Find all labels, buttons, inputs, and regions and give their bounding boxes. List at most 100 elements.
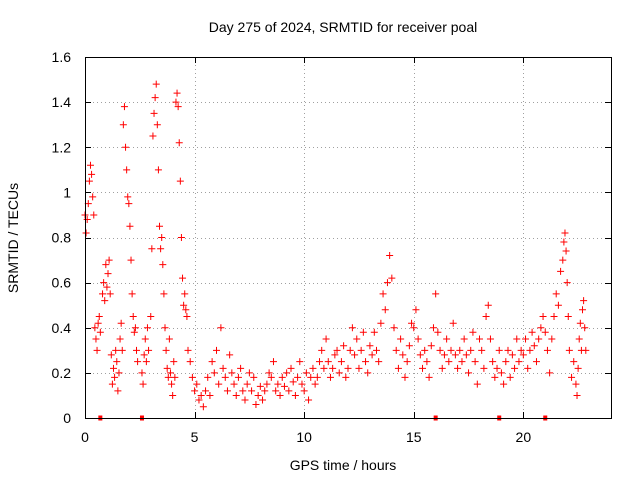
data-point-marker xyxy=(168,380,176,388)
data-point-marker xyxy=(401,373,409,381)
data-point-marker xyxy=(115,369,123,377)
data-point-marker xyxy=(183,312,191,320)
data-point-marker xyxy=(560,238,568,246)
x-tick-label: 10 xyxy=(296,429,312,445)
data-point-marker xyxy=(199,403,207,411)
data-point-marker xyxy=(152,80,160,88)
data-point-marker xyxy=(140,351,148,359)
data-point-marker xyxy=(541,328,549,336)
data-point-marker xyxy=(160,290,168,298)
data-point-marker xyxy=(166,369,174,377)
data-point-marker xyxy=(173,89,181,97)
data-point-marker xyxy=(324,358,332,366)
data-point-marker xyxy=(96,328,104,336)
data-point-marker xyxy=(116,335,124,343)
data-point-marker xyxy=(223,387,231,395)
data-point-marker xyxy=(215,380,223,388)
data-point-marker xyxy=(506,373,514,381)
chart-title: Day 275 of 2024, SRMTID for receiver poa… xyxy=(209,19,477,35)
data-point-marker xyxy=(267,373,275,381)
x-tick-label: 15 xyxy=(406,429,422,445)
data-point-marker xyxy=(581,324,589,332)
data-point-marker xyxy=(458,358,466,366)
data-point-marker xyxy=(429,324,437,332)
data-point-marker xyxy=(149,132,157,140)
data-point-marker xyxy=(161,324,169,332)
data-point-marker xyxy=(421,346,429,354)
data-point-marker xyxy=(289,378,297,386)
data-point-marker xyxy=(576,319,584,327)
data-point-marker xyxy=(322,335,330,343)
data-point-marker xyxy=(148,245,156,253)
x-axis-label: GPS time / hours xyxy=(290,457,397,473)
data-point-marker xyxy=(375,358,383,366)
data-point-marker xyxy=(243,380,251,388)
data-point-marker xyxy=(254,391,262,399)
data-point-marker xyxy=(550,312,558,320)
data-point-marker xyxy=(177,234,185,241)
data-point-marker xyxy=(114,387,122,395)
data-point-marker xyxy=(89,193,97,201)
y-tick-label: 0 xyxy=(63,410,71,426)
data-point-marker xyxy=(359,328,367,336)
data-point-marker xyxy=(561,229,569,237)
data-point-marker xyxy=(381,306,389,314)
data-point-marker xyxy=(85,177,93,185)
data-point-marker xyxy=(109,364,117,372)
y-tick-label: 1.6 xyxy=(52,49,72,65)
data-point-marker xyxy=(309,364,317,372)
data-point-marker xyxy=(478,346,486,354)
data-point-marker xyxy=(245,369,253,377)
data-point-marker xyxy=(316,358,324,366)
data-point-marker xyxy=(432,290,440,298)
data-point-marker xyxy=(495,346,503,354)
data-point-marker xyxy=(118,346,126,354)
data-point-marker xyxy=(143,324,151,332)
data-point-marker xyxy=(394,364,402,372)
data-point-marker xyxy=(147,312,155,320)
data-point-marker xyxy=(397,335,405,343)
data-point-marker xyxy=(221,373,229,381)
data-point-marker xyxy=(99,290,107,298)
data-point-marker xyxy=(390,324,398,332)
y-tick-label: 0.6 xyxy=(52,275,72,291)
data-point-marker xyxy=(162,346,170,354)
data-point-marker xyxy=(403,358,411,366)
data-point-marker xyxy=(348,324,356,332)
data-point-marker xyxy=(113,358,121,366)
data-point-marker xyxy=(100,279,108,287)
data-point-marker xyxy=(120,103,128,111)
data-point-marker xyxy=(528,328,536,336)
data-point-marker xyxy=(208,358,216,366)
data-point-marker xyxy=(181,290,189,298)
data-point-marker xyxy=(150,109,158,117)
data-point-marker xyxy=(331,351,339,359)
data-point-marker xyxy=(366,342,374,350)
data-point-marker xyxy=(102,261,110,269)
data-point-marker xyxy=(346,346,354,354)
data-point-marker xyxy=(563,279,571,287)
data-point-marker xyxy=(524,364,532,372)
data-point-marker xyxy=(188,373,196,381)
data-point-marker xyxy=(564,312,572,320)
data-point-marker xyxy=(296,358,304,366)
data-point-marker xyxy=(213,346,220,354)
data-point-marker xyxy=(124,193,132,201)
data-point-marker xyxy=(278,373,286,381)
data-point-marker xyxy=(419,364,427,372)
data-point-marker xyxy=(434,328,442,336)
data-point-marker xyxy=(128,290,136,298)
data-point-marker xyxy=(219,364,227,372)
data-point-marker xyxy=(436,346,444,354)
data-point-marker xyxy=(112,346,120,354)
data-point-marker xyxy=(104,270,112,278)
data-point-marker xyxy=(526,346,534,354)
data-point-marker xyxy=(291,391,299,399)
data-point-marker xyxy=(377,319,385,327)
data-point-marker xyxy=(193,380,201,388)
data-point-marker xyxy=(565,346,573,354)
data-point-marker xyxy=(90,211,98,219)
data-point-marker xyxy=(580,297,588,305)
data-point-marker xyxy=(351,351,359,359)
data-point-marker xyxy=(517,346,525,354)
